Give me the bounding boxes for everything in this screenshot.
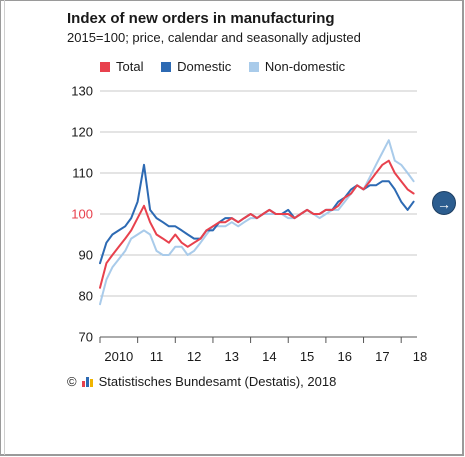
legend-item-total: Total (100, 59, 143, 74)
legend-swatch-non-domestic (248, 61, 259, 72)
y-tick-label-90: 90 (79, 248, 93, 263)
divider (4, 0, 5, 455)
y-tick-label-130: 130 (71, 84, 93, 99)
y-tick-label-100: 100 (71, 207, 93, 222)
source-text: Statistisches Bundesamt (Destatis), 2018 (98, 374, 337, 389)
legend-label-domestic: Domestic (177, 59, 232, 74)
x-tick-label-0: 2010 (104, 349, 133, 364)
chart-legend: Total Domestic Non-domestic (100, 59, 359, 75)
chart-title: Index of new orders in manufacturing (67, 10, 335, 27)
x-tick-label-3: 13 (225, 349, 239, 364)
y-tick-label-70: 70 (79, 330, 93, 345)
x-tick-label-5: 15 (300, 349, 314, 364)
legend-swatch-domestic (161, 61, 172, 72)
legend-label-total: Total (116, 59, 144, 74)
x-tick-label-8: 18 (413, 349, 427, 364)
x-tick-label-1: 11 (150, 349, 164, 364)
y-tick-label-120: 120 (71, 125, 93, 140)
series-line-total (99, 159, 415, 289)
copyright-symbol: © (67, 374, 77, 389)
x-tick-label-7: 17 (375, 349, 389, 364)
y-tick-label-80: 80 (79, 289, 93, 304)
source-note: © Statistisches Bundesamt (Destatis), 20… (67, 374, 336, 389)
legend-item-domestic: Domestic (161, 59, 231, 74)
destatis-logo-icon (81, 376, 94, 387)
x-tick-label-2: 12 (187, 349, 201, 364)
chart-subtitle: 2015=100; price, calendar and seasonally… (67, 30, 361, 45)
legend-item-non-domestic: Non-domestic (248, 59, 346, 74)
series-line-non-domestic (99, 139, 415, 306)
next-arrow-button[interactable]: → (432, 191, 456, 215)
y-tick-label-110: 110 (72, 166, 93, 181)
x-tick-label-4: 14 (262, 349, 276, 364)
legend-swatch-total (100, 61, 110, 72)
x-tick-label-6: 16 (337, 349, 351, 364)
legend-label-non-domestic: Non-domestic (264, 59, 346, 74)
